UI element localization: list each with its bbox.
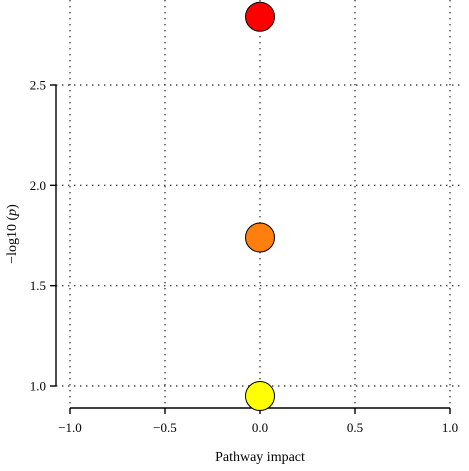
tick-marks: −1.0 −0.5 0.0 0.5 1.0 1.0 1.5 2.0 2.5 (30, 78, 458, 436)
x-tick-label-3: 0.5 (347, 420, 363, 435)
y-tick-label-1: 1.5 (30, 278, 46, 293)
y-tick-label-0: 1.0 (30, 379, 46, 394)
data-points (245, 1, 275, 412)
y-tick-label-2: 2.0 (30, 178, 46, 193)
y-axis-label: −log10 (p) (5, 204, 20, 264)
y-axis-label-italic: p (5, 209, 20, 217)
x-axis-label: Pathway impact (215, 450, 305, 465)
y-axis-label-prefix: −log10 ( (5, 216, 20, 264)
y-axis-label-suffix: ) (5, 204, 20, 209)
data-point-2 (245, 381, 275, 412)
x-tick-label-1: −0.5 (153, 420, 177, 435)
x-tick-label-2: 0.0 (252, 420, 268, 435)
grid-lines (56, 0, 462, 408)
x-tick-label-4: 1.0 (442, 420, 458, 435)
data-point-1 (245, 222, 275, 253)
y-tick-label-3: 2.5 (30, 78, 46, 93)
x-tick-label-0: −1.0 (58, 420, 82, 435)
data-point-0 (245, 1, 275, 32)
